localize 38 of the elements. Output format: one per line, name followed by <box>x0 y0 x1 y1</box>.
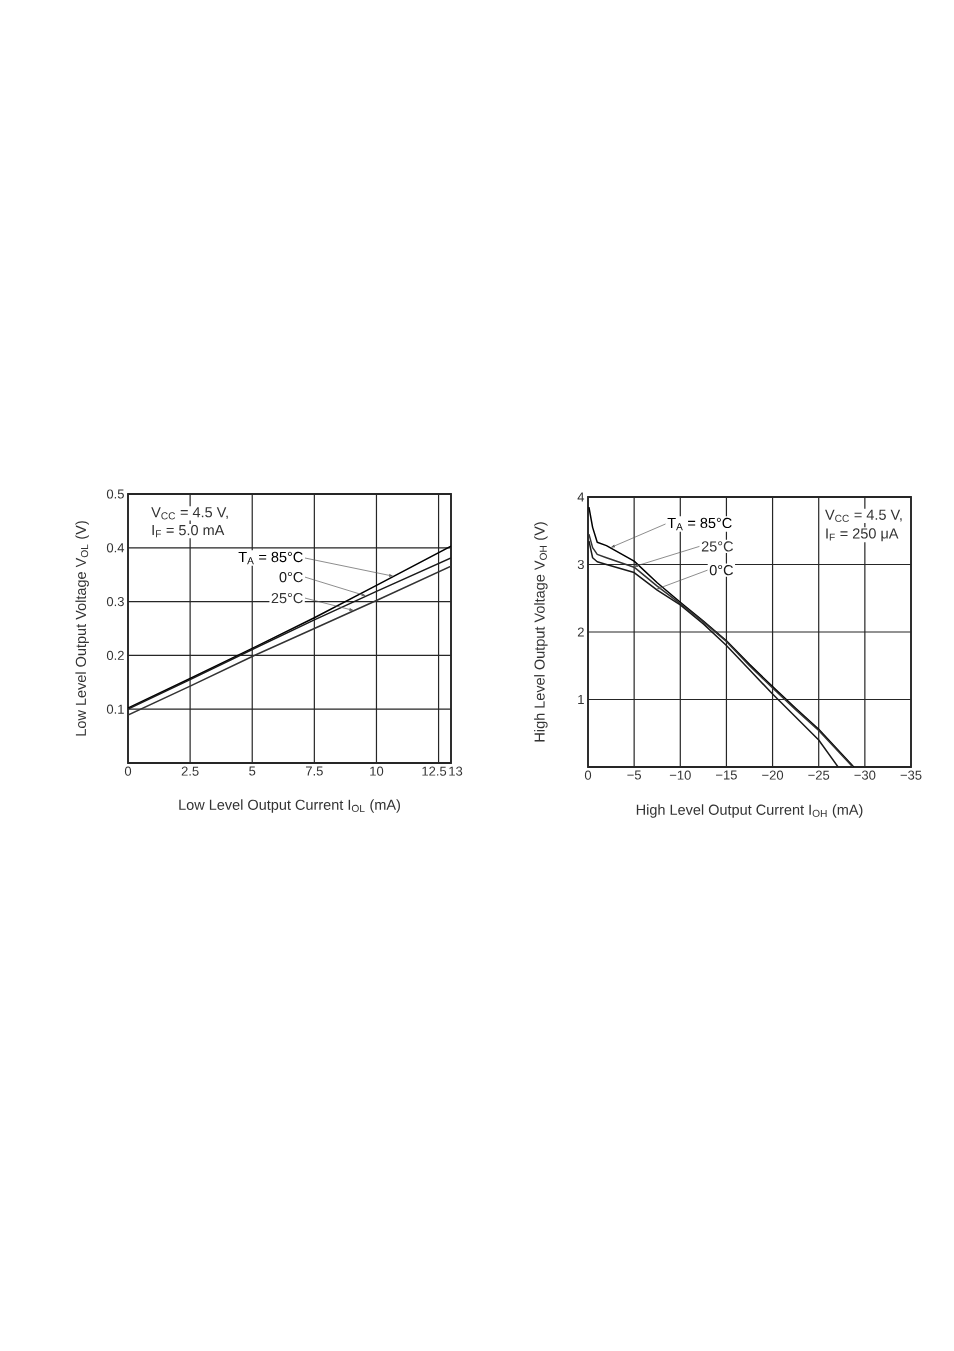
x-tick-label: −20 <box>762 770 784 780</box>
y-tick-label: 4 <box>577 492 585 502</box>
x-tick-label: 2.5 <box>181 766 199 776</box>
text: 0°C <box>279 571 303 583</box>
x-axis-title: Low Level Output Current I$_{OL}$ (mA) <box>179 799 400 813</box>
annotation: V$_{CC}$ = 4.5 V, <box>151 507 228 520</box>
x-tick-label: −10 <box>669 770 691 780</box>
x-tick-label: 5 <box>249 766 256 776</box>
x-tick-label: −15 <box>716 770 737 780</box>
text: 25°C <box>701 541 733 552</box>
text: T$_{A}$ = 85°C <box>238 551 303 565</box>
x-tick-label: 0 <box>584 770 592 780</box>
annotation: I$_{F}$ = 250 μA <box>826 528 899 542</box>
series-label: 25°C <box>271 592 303 604</box>
y-tick-label: 0.5 <box>106 489 124 499</box>
annotation: V$_{CC}$ = 4.5 V, <box>825 509 902 523</box>
text: T$_{A}$ = 85°C <box>667 517 732 531</box>
y-tick-label: 2 <box>577 627 584 637</box>
x-tick-label: 12.5 <box>422 766 447 776</box>
x-tick-label: 0 <box>124 766 132 776</box>
x-tick-label: −35 <box>900 770 922 780</box>
y-tick-label: 0.2 <box>106 650 124 660</box>
x-tick-label: −25 <box>808 770 830 780</box>
x-axis-title: High Level Output Current I$_{OH}$ (mA) <box>636 804 863 818</box>
y-tick-label: 0.1 <box>106 704 124 714</box>
x-tick-label: 13 <box>449 766 463 776</box>
y-tick-label: 0.3 <box>106 596 124 607</box>
y-axis-title: High Level Output Voltage V$_{OH}$ (V) <box>534 522 548 742</box>
x-tick-label: −30 <box>854 770 876 780</box>
x-tick-label: 7.5 <box>305 766 323 776</box>
annotation: I$_{F}$ = 5.0 mA <box>152 524 225 538</box>
y-tick-label: 1 <box>578 695 584 704</box>
x-tick-label: 10 <box>370 766 384 776</box>
y-tick-label: 3 <box>577 559 584 570</box>
y-tick-label: 0.4 <box>106 543 125 553</box>
x-tick-label: −5 <box>627 770 642 780</box>
y-axis-title: Low Level Output Voltage V$_{OL}$ (V) <box>75 521 89 736</box>
text: 0°C <box>709 565 733 576</box>
